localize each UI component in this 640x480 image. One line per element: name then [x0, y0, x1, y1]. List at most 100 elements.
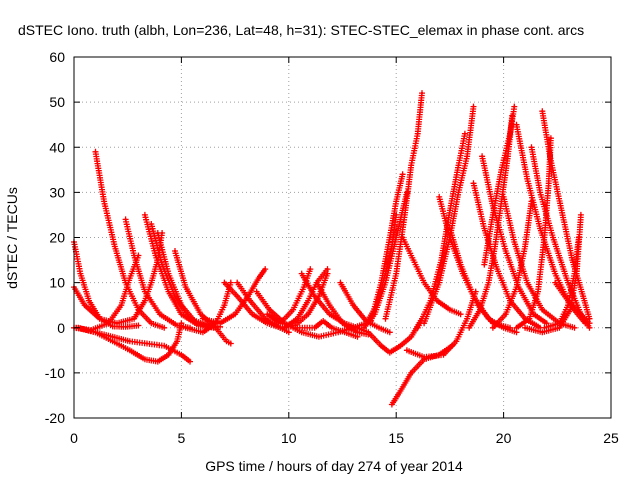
data-point — [483, 263, 486, 266]
data-point — [328, 304, 331, 307]
data-point — [236, 295, 239, 298]
data-point — [579, 313, 583, 316]
x-tick-labels: 0 5 10 15 20 25 — [70, 430, 619, 446]
data-point — [113, 245, 117, 248]
data-point — [124, 218, 127, 221]
y-tick-label: 60 — [49, 49, 65, 65]
data-point — [588, 326, 591, 329]
data-point — [388, 236, 391, 239]
data-point — [283, 326, 286, 329]
data-point — [175, 324, 179, 327]
data-point — [128, 349, 131, 352]
data-point — [255, 290, 258, 293]
data-point — [367, 331, 370, 334]
data-point — [291, 308, 295, 311]
series-25 — [367, 171, 406, 327]
series-29 — [403, 288, 479, 361]
x-tick-label: 0 — [70, 430, 78, 446]
y-tick-label: 10 — [49, 275, 65, 291]
data-point — [474, 290, 477, 293]
data-point — [143, 358, 147, 361]
data-point — [79, 272, 82, 275]
data-point — [145, 342, 149, 345]
data-point — [448, 308, 452, 311]
data-point — [352, 326, 355, 329]
data-point — [167, 290, 170, 293]
data-point — [137, 324, 140, 327]
data-point — [302, 285, 305, 289]
data-point — [83, 304, 86, 307]
data-point — [132, 317, 136, 320]
series-16 — [264, 266, 314, 327]
data-point — [472, 182, 475, 185]
data-point — [266, 313, 269, 316]
data-point — [98, 317, 102, 320]
data-point — [264, 267, 267, 271]
data-point — [538, 326, 542, 329]
x-tick-label: 25 — [603, 430, 619, 446]
series-9 — [154, 230, 219, 331]
data-point — [491, 213, 495, 217]
data-point — [218, 322, 222, 325]
data-point — [422, 281, 426, 284]
data-point — [201, 317, 205, 320]
data-point — [229, 342, 232, 345]
data-point — [214, 326, 217, 329]
data-point — [438, 281, 441, 284]
data-point — [343, 331, 346, 334]
data-point — [180, 304, 183, 307]
data-point — [384, 281, 387, 284]
data-point — [502, 326, 505, 329]
series-31 — [421, 103, 477, 327]
data-point — [487, 317, 490, 320]
data-point — [472, 295, 475, 298]
data-point — [577, 236, 580, 239]
data-point — [395, 200, 398, 203]
data-point — [328, 313, 331, 316]
data-point — [448, 209, 452, 212]
data-point — [160, 231, 164, 235]
data-point — [455, 340, 458, 343]
data-point — [156, 231, 159, 235]
data-point — [137, 254, 140, 257]
data-point — [137, 308, 140, 311]
data-point — [478, 308, 482, 311]
data-point — [560, 209, 563, 212]
data-point — [558, 322, 561, 325]
data-point — [566, 299, 570, 302]
data-point — [322, 319, 325, 323]
data-point — [538, 191, 542, 194]
x-axis-label: GPS time / hours of day 274 of year 2014 — [205, 458, 463, 474]
data-point — [158, 313, 162, 316]
data-point — [530, 146, 533, 149]
data-point — [111, 325, 114, 328]
data-point — [573, 272, 576, 275]
series-5 — [92, 148, 168, 331]
chart-title: dSTEC Iono. truth (albh, Lon=236, Lat=48… — [18, 22, 584, 38]
data-point — [132, 254, 136, 257]
data-point — [573, 326, 576, 329]
series-18 — [294, 318, 361, 340]
data-point — [356, 335, 359, 338]
data-point — [115, 322, 119, 325]
data-point — [251, 313, 254, 316]
data-point — [268, 308, 271, 311]
data-point — [388, 331, 391, 334]
data-point — [496, 267, 499, 271]
data-point — [233, 313, 237, 316]
data-point — [515, 285, 518, 289]
series-37 — [481, 103, 518, 268]
data-point — [341, 322, 344, 325]
data-point — [588, 322, 591, 325]
data-point — [362, 326, 366, 329]
data-point — [257, 276, 260, 280]
y-tick-labels: -20 -10 0 10 20 30 40 50 60 — [45, 49, 65, 426]
data-point — [94, 150, 97, 153]
y-tick-label: -10 — [45, 365, 65, 381]
data-point — [435, 299, 439, 302]
data-point — [150, 322, 153, 325]
data-point — [143, 290, 147, 293]
data-point — [551, 236, 555, 239]
data-point — [236, 281, 239, 284]
data-point — [339, 281, 342, 284]
